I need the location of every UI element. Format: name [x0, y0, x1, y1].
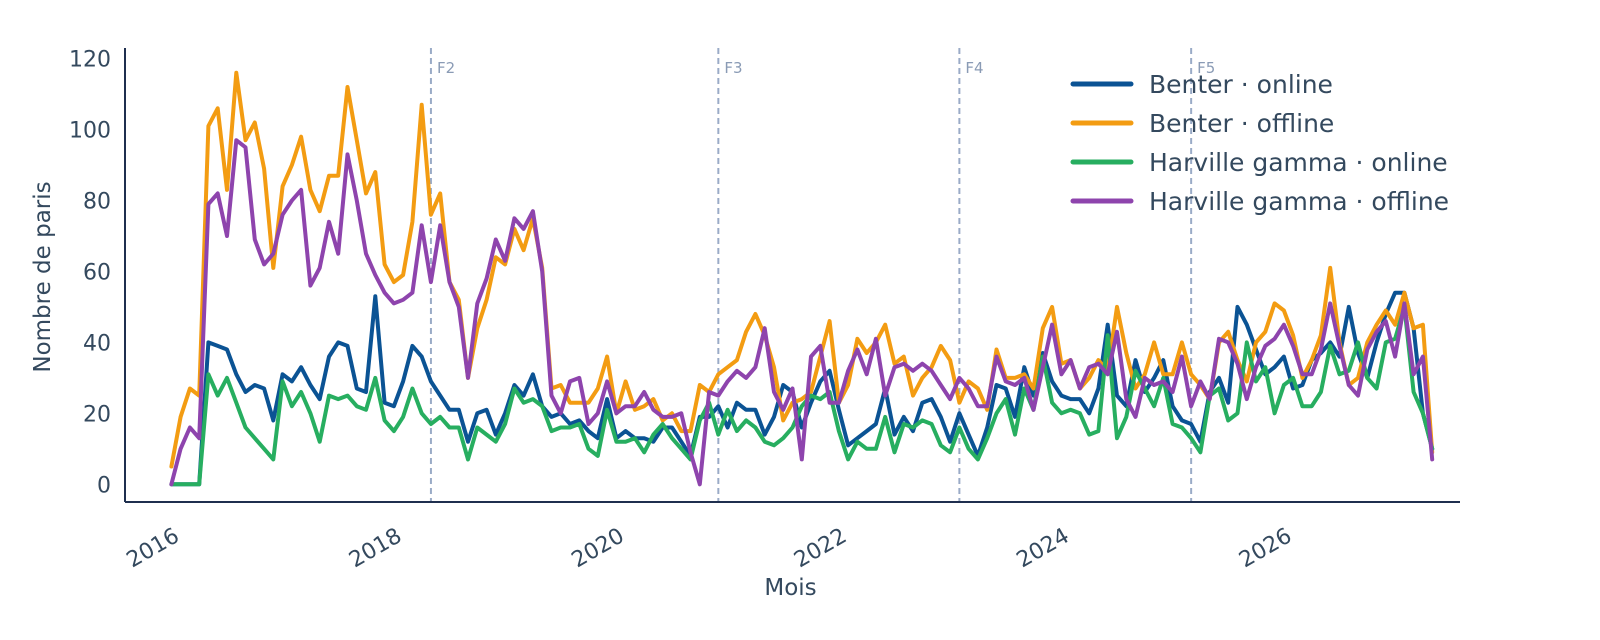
y-tick-label: 120 — [69, 48, 111, 73]
series-line-4 — [169, 138, 1435, 487]
y-tick-label: 80 — [83, 190, 111, 215]
x-tick-label: 2026 — [1235, 524, 1296, 574]
series-line-3 — [169, 304, 1435, 487]
x-tick-labels: 2016 2018 2020 2022 2024 2026 — [123, 524, 1296, 574]
phase-marker-label: F5 — [1197, 59, 1215, 77]
phase-marker-label: F4 — [965, 59, 983, 77]
x-tick-label: 2024 — [1013, 524, 1074, 574]
y-axis-title: Nombre de paris — [30, 181, 56, 372]
x-tick-label: 2022 — [790, 524, 851, 574]
series-lines — [169, 70, 1435, 487]
y-tick-label: 100 — [69, 119, 111, 144]
legend-label: Harville gamma · online — [1149, 148, 1448, 177]
y-tick-label: 60 — [83, 260, 111, 285]
axes — [124, 48, 1460, 503]
phase-marker-label: F3 — [724, 59, 742, 77]
legend-label: Harville gamma · offline — [1149, 187, 1449, 216]
y-tick-label: 20 — [83, 402, 111, 427]
x-tick-label: 2016 — [123, 524, 184, 574]
legend-label: Benter · online — [1149, 70, 1333, 99]
y-tick-label: 40 — [83, 331, 111, 356]
series-line-1 — [169, 290, 1435, 487]
x-tick-label: 2020 — [568, 524, 629, 574]
phase-marker-label: F2 — [437, 59, 455, 77]
y-tick-labels: 0 20 40 60 80 100 120 — [69, 48, 111, 499]
legend-label: Benter · offline — [1149, 109, 1334, 138]
y-tick-label: 0 — [97, 473, 111, 498]
legend: Benter · online Benter · offline Harville … — [1070, 70, 1449, 216]
x-tick-label: 2018 — [345, 524, 406, 574]
phase-markers: F2 F3 F4 F5 — [429, 48, 1215, 502]
x-axis-title: Mois — [764, 575, 816, 601]
